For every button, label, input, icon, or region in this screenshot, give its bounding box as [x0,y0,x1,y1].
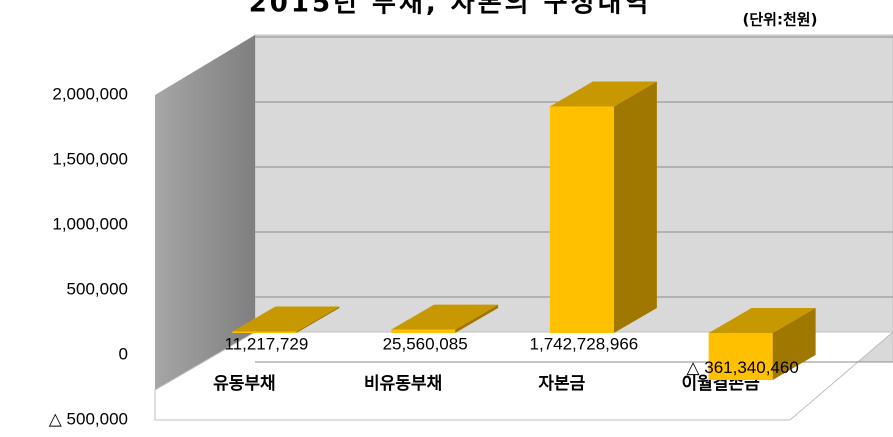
y-tick-label: 500,000 [67,279,128,298]
side-wall [155,35,255,420]
x-tick-label: 자본금 [538,374,585,394]
y-tick-label: 1,500,000 [52,149,128,168]
x-tick-label: 비유동부채 [364,374,442,394]
data-label: 1,742,728,966 [530,334,639,353]
bar-side [772,308,816,380]
unit-label: (단위:천원) [743,11,818,29]
bar-top [549,81,657,107]
y-tick-label: 1,000,000 [52,214,128,233]
bar-top [232,306,340,332]
bar-side [613,81,657,333]
bar [391,329,456,333]
bar-top [708,308,816,333]
chart-title: 2015년 부채, 자본의 구성내역 [249,0,652,19]
x-tick-label: 유동부채 [213,374,276,394]
floor [154,331,893,421]
bar [232,331,297,333]
bar-side [455,304,499,333]
y-tick-label: 2,000,000 [52,84,128,103]
bar-top [391,304,499,330]
data-label: 11,217,729 [224,334,308,353]
bar [549,106,614,333]
y-tick-label: △ 500,000 [49,409,128,428]
y-tick-label: 0 [119,344,128,363]
data-label: △ 361,340,460 [686,358,798,377]
data-label: 25,560,085 [383,334,468,353]
bar [708,333,773,380]
bar-side [296,306,340,333]
